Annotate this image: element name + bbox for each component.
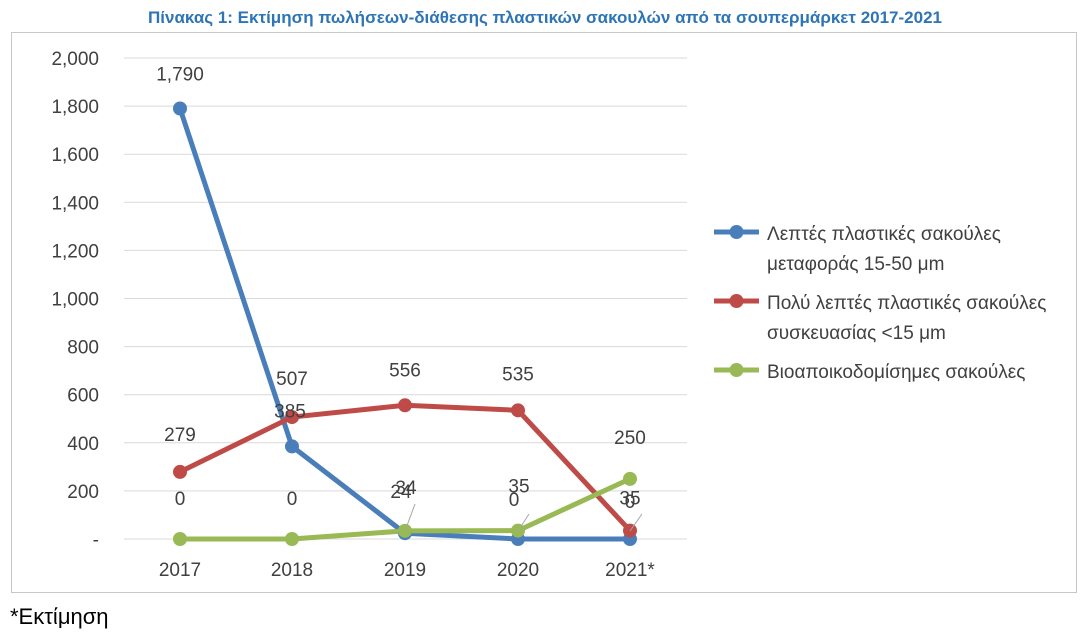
y-tick-label: 1,000 bbox=[51, 290, 99, 311]
data-point bbox=[173, 101, 187, 116]
legend-label: συσκευασίας <15 μm bbox=[767, 323, 946, 344]
data-point bbox=[173, 464, 187, 479]
chart-title: Πίνακας 1: Εκτίμηση πωλήσεων-διάθεσης πλ… bbox=[148, 8, 942, 27]
line-chart: - 200 400 600 800 1,000 1,200 1,400 1,600 1,800 2,… bbox=[51, 49, 1046, 581]
y-tick-label: 600 bbox=[67, 386, 99, 407]
chart-frame: - 200 400 600 800 1,000 1,200 1,400 1,600 1,800 2,… bbox=[11, 32, 1077, 593]
data-label: 34 bbox=[395, 478, 417, 499]
legend-label: Λεπτές πλαστικές σακούλες bbox=[767, 224, 1001, 245]
x-tick-label: 2018 bbox=[271, 560, 313, 581]
data-label: 0 bbox=[625, 492, 636, 513]
data-label: 535 bbox=[502, 364, 534, 385]
data-point bbox=[398, 398, 412, 413]
data-point bbox=[285, 532, 299, 546]
y-tick-label: 400 bbox=[67, 434, 99, 455]
leader-line bbox=[629, 513, 643, 532]
series-line bbox=[177, 106, 633, 542]
data-label: 0 bbox=[175, 489, 186, 510]
y-tick-label: - bbox=[93, 530, 99, 551]
data-label: 1,790 bbox=[156, 65, 204, 86]
data-label: 279 bbox=[164, 425, 196, 446]
x-tick-label: 2021* bbox=[605, 560, 655, 581]
data-label: 0 bbox=[509, 490, 520, 511]
data-label: 507 bbox=[276, 369, 308, 390]
legend-swatch-marker bbox=[729, 225, 744, 239]
legend-label: Βιοαποικοδομίσημες σακούλες bbox=[767, 362, 1025, 383]
data-label: 250 bbox=[614, 428, 646, 449]
legend-label: μεταφοράς 15-50 μm bbox=[767, 254, 944, 275]
x-tick-label: 2017 bbox=[159, 560, 201, 581]
data-label: 35 bbox=[619, 489, 640, 510]
y-tick-label: 2,000 bbox=[51, 49, 99, 70]
y-tick-label: 1,600 bbox=[51, 145, 99, 166]
data-label: 24 bbox=[390, 482, 412, 503]
x-tick-label: 2020 bbox=[497, 560, 539, 581]
data-point bbox=[285, 410, 299, 425]
data-label: 35 bbox=[508, 477, 529, 498]
data-label: 556 bbox=[389, 360, 421, 381]
y-tick-label: 1,400 bbox=[51, 193, 99, 214]
footnote: *Εκτίμηση bbox=[10, 604, 109, 629]
leader-line bbox=[404, 503, 416, 532]
legend-swatch-marker bbox=[729, 294, 744, 308]
y-tick-label: 1,800 bbox=[51, 97, 99, 118]
data-point bbox=[173, 532, 187, 546]
leader-line bbox=[517, 513, 530, 532]
data-point bbox=[623, 471, 637, 486]
x-tick-label: 2019 bbox=[384, 560, 426, 581]
y-tick-label: 800 bbox=[67, 338, 99, 359]
data-point bbox=[285, 439, 299, 454]
data-label: 0 bbox=[287, 489, 298, 510]
legend-label: Πολύ λεπτές πλαστικές σακούλες bbox=[767, 293, 1046, 314]
data-label: 385 bbox=[274, 401, 306, 422]
data-point bbox=[511, 403, 525, 418]
legend-swatch-marker bbox=[729, 363, 744, 377]
y-tick-label: 200 bbox=[67, 482, 99, 503]
y-tick-label: 1,200 bbox=[51, 241, 99, 262]
